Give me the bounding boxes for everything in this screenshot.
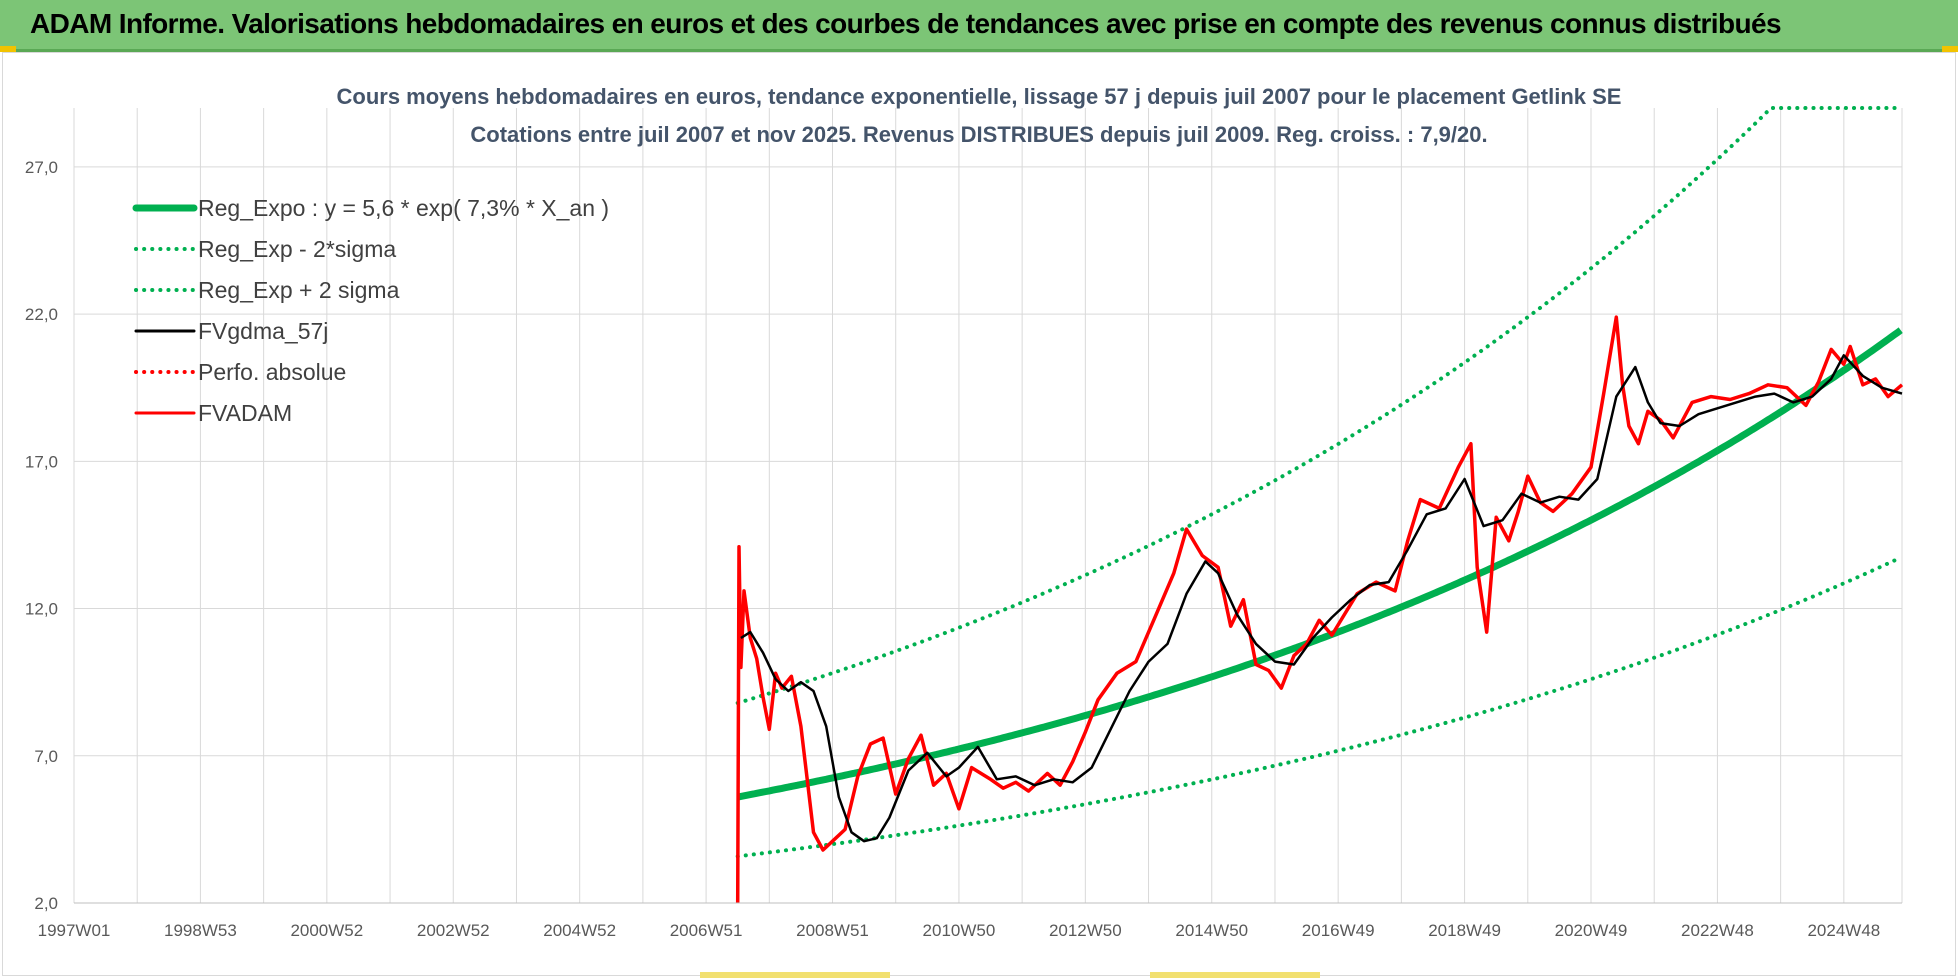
y-tick-label: 27,0: [25, 158, 58, 177]
legend-label: Reg_Expo : y = 5,6 * exp( 7,3% * X_an ): [198, 195, 609, 221]
series-fvgdma-57j: [740, 354, 1903, 843]
x-tick-label: 2018W49: [1428, 921, 1501, 940]
series-fvadam: [735, 315, 1904, 904]
x-tick-label: 2022W48: [1681, 921, 1754, 940]
chart-title-line-1: Cours moyens hebdomadaires en euros, ten…: [337, 84, 1622, 109]
x-tick-label: 1998W53: [164, 921, 237, 940]
chart-frame: [2, 52, 1956, 976]
series-reg-expo: [737, 327, 1903, 801]
x-tick-label: 2002W52: [417, 921, 490, 940]
grid-layer: [73, 108, 1903, 904]
x-tick-label: 2000W52: [290, 921, 363, 940]
legend-label: FVADAM: [198, 400, 292, 426]
bottom-marker-1: [700, 972, 890, 978]
report-title: ADAM Informe. Valorisations hebdomadaire…: [30, 8, 1782, 39]
x-tick-label: 2016W49: [1302, 921, 1375, 940]
series-layer: [735, 106, 1904, 904]
x-tick-label: 2004W52: [543, 921, 616, 940]
corner-marker-left: [0, 46, 16, 52]
chart-title-line-2: Cotations entre juil 2007 et nov 2025. R…: [470, 122, 1487, 147]
y-tick-label: 22,0: [25, 305, 58, 324]
legend-label: Perfo. absolue: [198, 359, 346, 385]
axis-layer: 2,0 7,0 12,0 17,0 22,0 27,0 1997W01 1998W53 2000…: [25, 158, 1902, 940]
x-tick-label: 2006W51: [670, 921, 743, 940]
y-tick-label: 12,0: [25, 600, 58, 619]
x-tick-label: 2010W50: [923, 921, 996, 940]
chart-legend: Reg_Expo : y = 5,6 * exp( 7,3% * X_an ) R…: [132, 195, 609, 426]
legend-label: Reg_Exp + 2 sigma: [198, 277, 400, 303]
legend-label: Reg_Exp - 2*sigma: [198, 236, 396, 262]
y-tick-label: 7,0: [34, 747, 58, 766]
x-tick-label: 2024W48: [1807, 921, 1880, 940]
x-tick-label: 2008W51: [796, 921, 869, 940]
header-banner: ADAM Informe. Valorisations hebdomadaire…: [0, 0, 1958, 52]
x-tick-label: 1997W01: [38, 921, 111, 940]
x-tick-label: 2014W50: [1175, 921, 1248, 940]
y-tick-label: 17,0: [25, 452, 58, 471]
x-tick-label: 2020W49: [1555, 921, 1628, 940]
corner-marker-right: [1942, 46, 1958, 52]
series-reg-exp-plus-2sigma: [735, 106, 1903, 705]
y-tick-label: 2,0: [34, 894, 58, 913]
legend-label: FVgdma_57j: [198, 318, 328, 344]
series-reg-exp-minus-2sigma: [735, 555, 1903, 859]
x-tick-label: 2012W50: [1049, 921, 1122, 940]
bottom-marker-2: [1150, 972, 1320, 978]
